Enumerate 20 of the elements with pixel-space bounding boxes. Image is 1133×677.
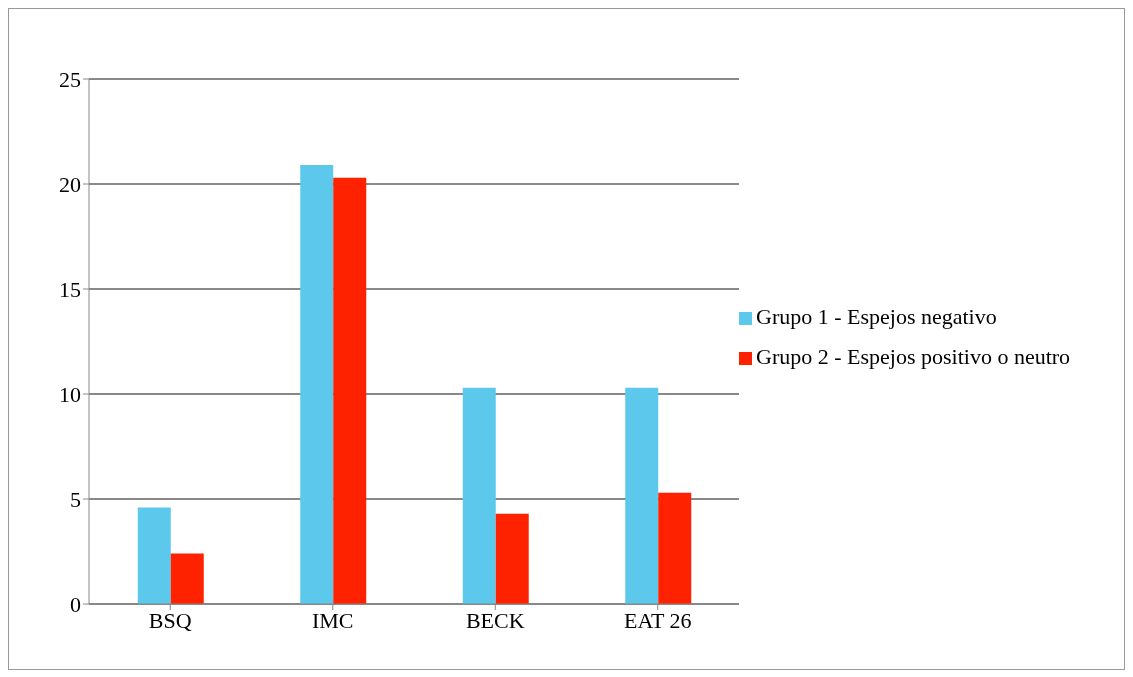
y-tick-label: 15 bbox=[59, 276, 81, 302]
bar bbox=[495, 513, 529, 604]
y-tick-label: 10 bbox=[59, 381, 81, 407]
bar bbox=[170, 553, 204, 604]
bar bbox=[333, 177, 367, 604]
y-tick-label: 5 bbox=[70, 486, 81, 512]
bar bbox=[300, 165, 334, 604]
x-tick-label: IMC bbox=[311, 607, 354, 633]
legend-label: Grupo 2 - Espejos positivo o neutro bbox=[756, 343, 1071, 369]
bar bbox=[658, 492, 692, 604]
y-tick-label: 25 bbox=[59, 66, 81, 92]
x-tick-label: EAT 26 bbox=[624, 607, 692, 633]
y-tick-label: 20 bbox=[59, 171, 81, 197]
y-tick-label: 0 bbox=[70, 591, 81, 617]
legend-label: Grupo 1 - Espejos negativo bbox=[756, 303, 997, 329]
x-tick-label: BSQ bbox=[148, 607, 192, 633]
x-tick-label: BECK bbox=[465, 607, 525, 633]
bar bbox=[137, 507, 171, 604]
bar bbox=[625, 387, 659, 604]
bar bbox=[462, 387, 496, 604]
